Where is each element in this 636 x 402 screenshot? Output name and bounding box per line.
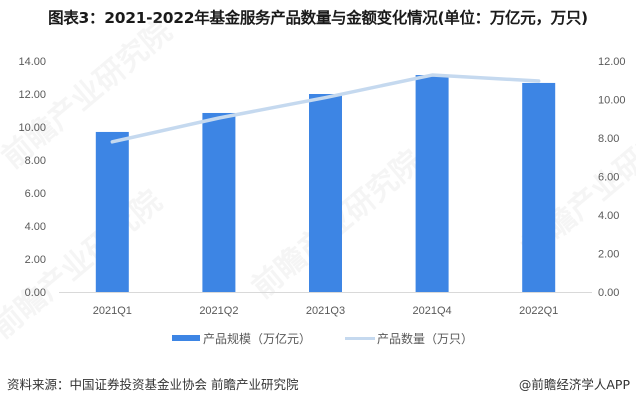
x-axis-labels: 2021Q1 2021Q2 2021Q3 2021Q4 2022Q1 [93,305,559,317]
left-y-axis: 0.00 2.00 4.00 6.00 8.00 10.00 12.00 14.00 [18,56,46,299]
legend: 产品规模（万亿元） 产品数量（万只） [0,328,636,348]
right-tick-label: 6.00 [598,172,619,184]
line-series [110,73,541,144]
right-tick-label: 10.00 [598,95,626,107]
bar [202,112,236,292]
bar [415,75,449,293]
bar [522,82,556,292]
legend-item-bar: 产品规模（万亿元） [172,328,311,348]
category-label: 2021Q2 [199,305,238,317]
left-tick-label: 4.00 [25,221,46,233]
bar-swatch-icon [172,335,200,341]
chart-title: 图表3：2021-2022年基金服务产品数量与金额变化情况(单位：万亿元，万只) [48,9,588,27]
category-label: 2021Q3 [306,305,345,317]
left-tick-label: 10.00 [18,122,46,134]
right-tick-label: 8.00 [598,133,619,145]
left-tick-label: 6.00 [25,188,46,200]
right-tick-label: 12.00 [598,56,626,68]
bar-series [95,75,556,293]
category-label: 2021Q1 [93,305,132,317]
legend-item-line: 产品数量（万只） [345,328,473,348]
legend-label-bar: 产品规模（万亿元） [203,331,312,346]
right-y-axis: 0.00 2.00 4.00 6.00 8.00 10.00 12.00 [598,56,626,299]
category-label: 2022Q1 [519,305,558,317]
category-label: 2021Q4 [413,305,452,317]
left-tick-label: 0.00 [25,287,46,299]
bar [309,94,342,292]
legend-label-line: 产品数量（万只） [377,331,474,346]
left-tick-label: 8.00 [25,155,46,167]
right-tick-label: 0.00 [598,287,619,299]
left-tick-label: 2.00 [25,254,46,266]
left-tick-label: 12.00 [18,89,46,101]
bar [95,131,129,292]
right-tick-label: 4.00 [598,210,619,222]
line-path [110,73,541,144]
right-tick-label: 2.00 [598,249,619,261]
left-tick-label: 14.00 [18,56,46,68]
source-note: 资料来源：中国证券投资基金业协会 前瞻产业研究院 [7,377,299,392]
line-swatch-icon [345,336,375,340]
credit-note: @前瞻经济学人APP [518,377,630,392]
